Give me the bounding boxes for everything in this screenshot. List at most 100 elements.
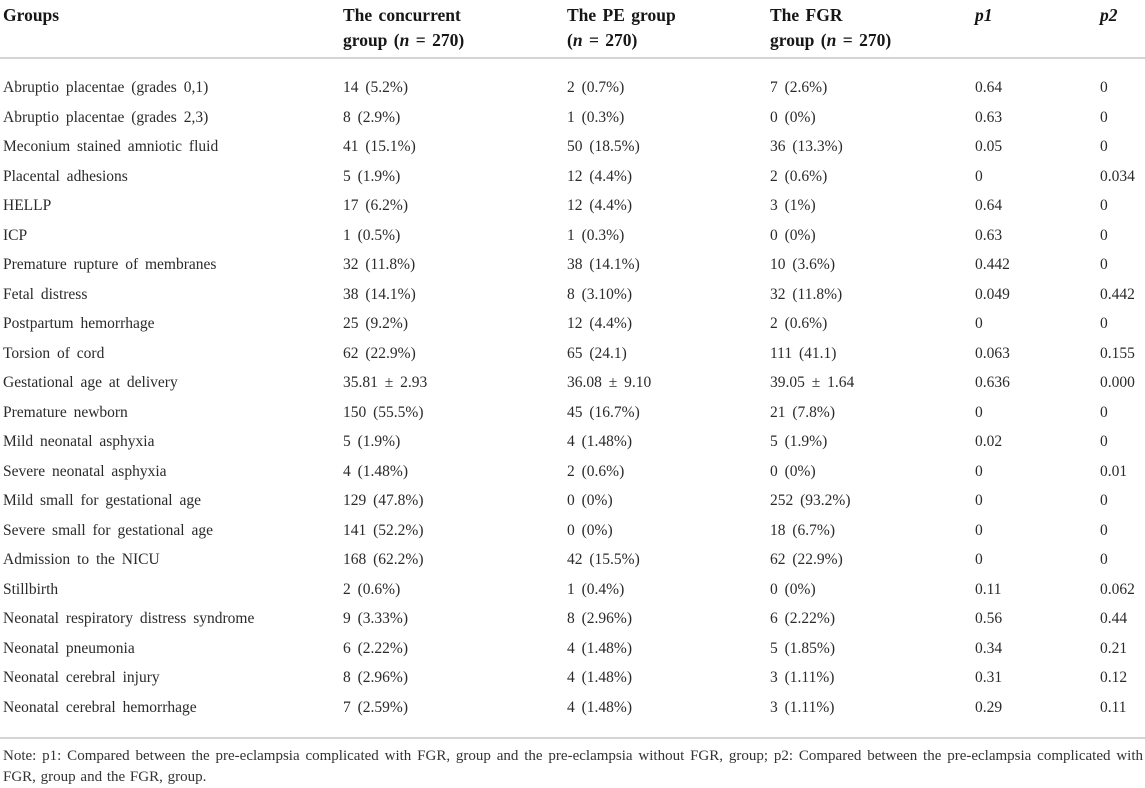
- fgr-group-value-cell: 6 (2.22%): [770, 610, 835, 627]
- pe-group-value-cell: 50 (18.5%): [567, 138, 640, 155]
- concurrent-group-value-cell: 17 (6.2%): [343, 197, 408, 214]
- p1-value-cell: 0: [975, 551, 983, 568]
- pe-group-value-cell: 1 (0.3%): [567, 108, 625, 126]
- fgr-group-value-cell: 111 (41.1): [770, 344, 837, 362]
- row-label-cell: Severe neonatal asphyxia: [3, 462, 167, 480]
- p2-value-cell: 0: [1100, 256, 1108, 273]
- col-header-p2: p2: [1100, 0, 1145, 59]
- row-label-cell: Fetal distress: [3, 285, 88, 303]
- table-row: Admission to the NICU 168 (62.2%) 42 (15…: [0, 545, 1145, 575]
- concurrent-group-value-cell: 5 (1.9%): [343, 433, 401, 450]
- concurrent-group-value-cell: 6 (2.22%): [343, 639, 408, 657]
- fgr-group-value-cell: 32 (11.8%): [770, 285, 843, 303]
- fgr-group-value-cell: 0 (0%): [770, 108, 816, 126]
- fgr-group-value-cell: 2 (0.6%): [770, 167, 828, 185]
- pe-group-value-cell: 8 (3.10%): [567, 285, 632, 303]
- pe-group-value-cell: 1 (0.3%): [567, 226, 625, 244]
- concurrent-group-value-cell: 35.81 ± 2.93: [343, 374, 428, 391]
- p2-value-cell: 0.11: [1100, 692, 1145, 739]
- p1-value-cell: 0.63: [975, 226, 1003, 244]
- p1-value-cell: 0.64: [975, 79, 1003, 96]
- p1-value-cell: 0.56: [975, 610, 1003, 627]
- pe-group-value-cell: 4 (1.48%): [567, 639, 632, 657]
- p2-value-cell: 0.01: [1100, 462, 1128, 480]
- table-row: HELLP 17 (6.2%) 12 (4.4%) 3 (1%) 0.64 0: [0, 191, 1145, 221]
- fgr-group-value-cell: 3 (1%): [770, 197, 816, 214]
- pe-group-value-cell: 0 (0%): [567, 492, 613, 509]
- table-row: Severe small for gestational age 141 (52…: [0, 516, 1145, 546]
- row-label-cell: Neonatal cerebral hemorrhage: [0, 692, 343, 739]
- table-row: Mild neonatal asphyxia 5 (1.9%) 4 (1.48%…: [0, 427, 1145, 457]
- pe-group-value-cell: 38 (14.1%): [567, 256, 640, 273]
- table-row: Neonatal cerebral injury 8 (2.96%) 4 (1.…: [0, 663, 1145, 693]
- p1-value-cell: 0.63: [975, 108, 1003, 126]
- p1-value-cell: 0.34: [975, 639, 1003, 657]
- concurrent-group-value-cell: 129 (47.8%): [343, 492, 424, 509]
- table-body: Abruptio placentae (grades 0,1) 14 (5.2%…: [0, 58, 1145, 739]
- table-row: Premature rupture of membranes 32 (11.8%…: [0, 250, 1145, 280]
- concurrent-group-value-cell: 32 (11.8%): [343, 256, 416, 273]
- p2-value-cell: 0.44: [1100, 610, 1128, 627]
- p1-value-cell: 0: [975, 315, 983, 332]
- row-label-cell: Postpartum hemorrhage: [3, 315, 155, 332]
- p1-value-cell: 0.29: [975, 692, 1100, 739]
- p1-value-cell: 0: [975, 492, 983, 509]
- concurrent-group-value-cell: 4 (1.48%): [343, 462, 408, 480]
- p2-value-cell: 0: [1100, 521, 1108, 539]
- concurrent-group-value-cell: 141 (52.2%): [343, 521, 424, 539]
- pe-group-value-cell: 8 (2.96%): [567, 610, 632, 627]
- concurrent-group-value-cell: 8 (2.9%): [343, 108, 401, 126]
- row-label-cell: HELLP: [3, 197, 52, 214]
- table-row: Severe neonatal asphyxia 4 (1.48%) 2 (0.…: [0, 457, 1145, 487]
- fgr-group-value-cell: 3 (1.11%): [770, 669, 835, 686]
- p2-value-cell: 0: [1100, 79, 1108, 96]
- table-row: Postpartum hemorrhage 25 (9.2%) 12 (4.4%…: [0, 309, 1145, 339]
- p1-value-cell: 0: [975, 167, 983, 185]
- row-label-cell: Torsion of cord: [3, 344, 105, 362]
- row-label-cell: Severe small for gestational age: [3, 521, 213, 539]
- row-label-cell: Abruptio placentae (grades 0,1): [3, 79, 209, 96]
- table-note: Note: p1: Compared between the pre-eclam…: [3, 748, 1143, 785]
- fgr-group-value-cell: 0 (0%): [770, 226, 816, 244]
- fgr-group-value-cell: 0 (0%): [770, 462, 816, 480]
- row-label-cell: Mild neonatal asphyxia: [3, 433, 155, 450]
- pe-group-value-cell: 45 (16.7%): [567, 403, 640, 421]
- pe-group-value-cell: 0 (0%): [567, 521, 613, 539]
- n-symbol: n: [826, 30, 837, 50]
- p1-value-cell: 0.11: [975, 580, 1002, 598]
- row-label-cell: Placental adhesions: [3, 167, 128, 185]
- row-label-cell: Admission to the NICU: [3, 551, 160, 568]
- fgr-group-value-cell: 2 (0.6%): [770, 315, 828, 332]
- row-label-cell: Gestational age at delivery: [3, 374, 178, 391]
- col-header-concurrent-group: The concurrent group (n = 270): [343, 0, 567, 59]
- concurrent-group-value-cell: 150 (55.5%): [343, 403, 424, 421]
- row-label-cell: ICP: [3, 226, 28, 244]
- n-symbol: n: [572, 30, 583, 50]
- p2-value-cell: 0: [1100, 197, 1108, 214]
- row-label-cell: Mild small for gestational age: [3, 492, 201, 509]
- pe-group-value-cell: 12 (4.4%): [567, 197, 632, 214]
- fgr-group-value-cell: 18 (6.7%): [770, 521, 835, 539]
- col-header-fgr-group: The FGR group (n = 270): [770, 0, 975, 59]
- table-row: Stillbirth 2 (0.6%) 1 (0.4%) 0 (0%) 0.11…: [0, 575, 1145, 605]
- p2-value-cell: 0: [1100, 403, 1108, 421]
- col-header-groups-label: Groups: [3, 5, 60, 25]
- p2-value-cell: 0: [1100, 108, 1108, 126]
- p2-value-cell: 0: [1100, 433, 1108, 450]
- p2-value-cell: 0.000: [1100, 374, 1135, 391]
- p1-value-cell: 0: [975, 462, 983, 480]
- p2-value-cell: 0: [1100, 492, 1108, 509]
- col-header-p1: p1: [975, 0, 1100, 59]
- fgr-group-value-cell: 36 (13.3%): [770, 138, 843, 155]
- p2-value-cell: 0.21: [1100, 639, 1128, 657]
- comparison-table: Groups The concurrent group (n = 270) The…: [0, 0, 1145, 739]
- row-label-cell: Abruptio placentae (grades 2,3): [3, 108, 209, 126]
- p2-value-cell: 0: [1100, 138, 1108, 155]
- p2-value-cell: 0.155: [1100, 344, 1135, 362]
- fgr-group-value-cell: 7 (2.6%): [770, 79, 828, 96]
- fgr-group-value-cell: 10 (3.6%): [770, 256, 835, 273]
- concurrent-group-value-cell: 25 (9.2%): [343, 315, 408, 332]
- p2-value-cell: 0: [1100, 551, 1108, 568]
- table-row: Neonatal cerebral hemorrhage 7 (2.59%) 4…: [0, 692, 1145, 739]
- concurrent-group-value-cell: 5 (1.9%): [343, 167, 401, 185]
